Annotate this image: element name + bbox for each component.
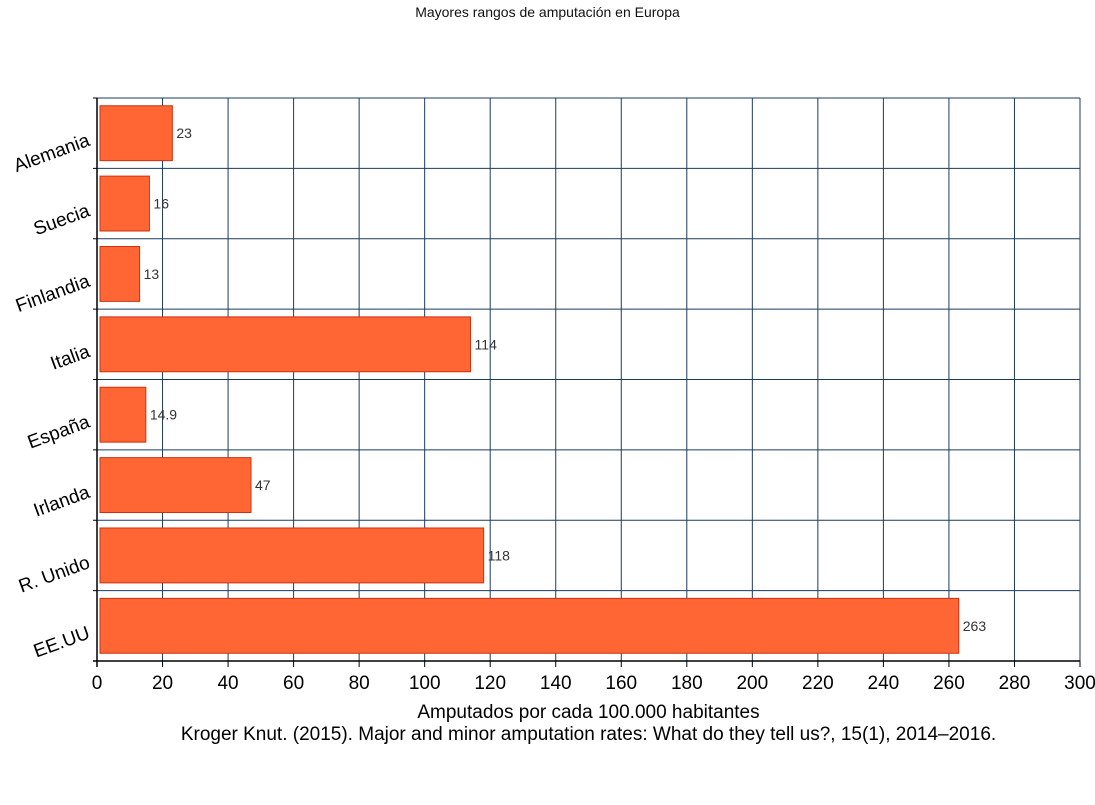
data-label: 114 [475, 336, 498, 352]
x-tick-label: 100 [409, 673, 441, 694]
x-tick-label: 300 [1064, 673, 1095, 694]
source-citation: Kroger Knut. (2015). Major and minor amp… [180, 724, 997, 745]
bar [99, 245, 141, 302]
x-tick-label: 60 [283, 673, 304, 694]
category-label: R. Unido [16, 552, 93, 597]
data-label: 23 [176, 125, 192, 141]
x-tick-label: 180 [671, 673, 703, 694]
category-label: Irlanda [31, 482, 93, 522]
chart-title: Mayores rangos de amputación en Europa [415, 4, 680, 20]
x-tick-label: 260 [933, 673, 965, 694]
x-tick-label: 80 [349, 673, 370, 694]
x-tick-label: 240 [868, 673, 900, 694]
data-label: 16 [153, 196, 169, 212]
category-label: Suecia [31, 200, 93, 240]
category-label: EE.UU [31, 623, 93, 663]
x-tick-label: 0 [92, 673, 103, 694]
bar [99, 597, 960, 654]
x-tick-label: 140 [540, 673, 572, 694]
data-label: 14.9 [150, 407, 177, 423]
data-label: 263 [963, 618, 987, 634]
bar [99, 386, 147, 443]
x-tick-label: 40 [217, 673, 238, 694]
x-tick-label: 280 [999, 673, 1031, 694]
category-label: Italia [48, 341, 93, 375]
x-tick-label: 200 [736, 673, 768, 694]
bar [99, 527, 485, 584]
data-label: 13 [144, 266, 160, 282]
category-label: Alemania [11, 130, 93, 177]
x-tick-label: 120 [474, 673, 506, 694]
category-label: España [25, 412, 93, 454]
bar [99, 105, 173, 162]
data-label: 47 [255, 477, 271, 493]
x-tick-label: 220 [802, 673, 834, 694]
bar [99, 175, 150, 232]
data-label: 118 [488, 547, 511, 563]
bar [99, 457, 252, 514]
category-label: Finlandia [13, 271, 93, 317]
bar [99, 316, 472, 373]
x-tick-label: 160 [605, 673, 637, 694]
x-axis-label: Amputados por cada 100.000 habitantes [417, 702, 760, 723]
x-tick-label: 20 [152, 673, 173, 694]
